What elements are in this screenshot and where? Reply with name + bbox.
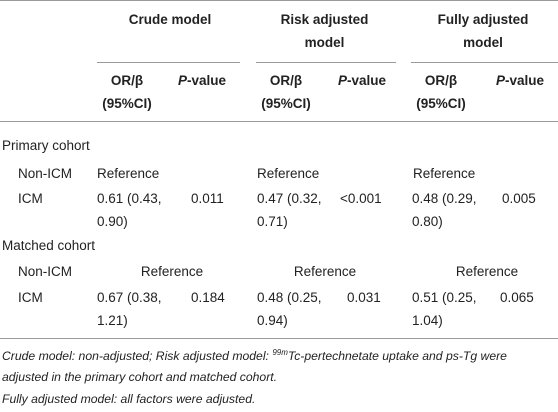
cell: 0.51 (0.25, 1.04) bbox=[412, 290, 477, 328]
cell: Reference bbox=[413, 166, 476, 181]
cell: 0.065 bbox=[500, 290, 534, 305]
row-label: Non-ICM bbox=[18, 264, 73, 279]
row-label: ICM bbox=[18, 290, 43, 305]
sub-header: OR/β bbox=[110, 73, 144, 88]
section-title: Matched cohort bbox=[2, 238, 96, 253]
cell: 0.031 bbox=[347, 290, 381, 305]
cell: Reference bbox=[293, 264, 357, 279]
section-title: Primary cohort bbox=[2, 138, 90, 153]
sub-header: P-value bbox=[178, 69, 226, 92]
cell: 0.67 (0.38, 1.21) bbox=[97, 290, 162, 328]
sub-header: (95%CI) bbox=[261, 96, 311, 111]
group-header: Crude model bbox=[128, 12, 212, 27]
cell: 0.184 bbox=[191, 290, 225, 305]
footnote: Fully adjusted model: all factors were a… bbox=[2, 392, 256, 406]
cell: Reference bbox=[257, 166, 320, 181]
cell: 0.48 (0.25, 0.94) bbox=[257, 290, 322, 328]
cell: 0.61 (0.43, 0.90) bbox=[97, 191, 162, 229]
row-label: Non-ICM bbox=[18, 166, 73, 181]
footnote-text: Crude model: non-adjusted; Risk adjusted… bbox=[2, 349, 273, 363]
sub-header: OR/β bbox=[424, 73, 458, 88]
group-header: Fully adjusted model bbox=[437, 12, 529, 50]
cell: <0.001 bbox=[340, 191, 382, 206]
bottom-rule bbox=[0, 338, 558, 339]
footnote-superscript: 99m bbox=[272, 347, 288, 357]
sub-header: OR/β bbox=[269, 73, 303, 88]
p-suffix: -value bbox=[505, 73, 545, 88]
sub-header: (95%CI) bbox=[416, 96, 466, 111]
row-label: ICM bbox=[18, 191, 43, 206]
sub-header: (95%CI) bbox=[102, 96, 152, 111]
group-header: Risk adjusted model bbox=[280, 12, 369, 50]
group-rule bbox=[256, 62, 396, 63]
cell: 0.011 bbox=[191, 191, 224, 206]
cell: 0.48 (0.29, 0.80) bbox=[412, 191, 477, 229]
header-rule bbox=[0, 121, 558, 122]
cell: 0.005 bbox=[502, 191, 536, 206]
cell: Reference bbox=[97, 166, 160, 181]
p-italic: P bbox=[496, 73, 506, 88]
group-rule bbox=[411, 62, 558, 63]
cell: Reference bbox=[140, 264, 204, 279]
footnote-text: Tc-pertechnetate uptake and ps-Tg were a… bbox=[2, 349, 507, 384]
p-suffix: -value bbox=[347, 73, 387, 88]
p-suffix: -value bbox=[187, 73, 227, 88]
footnote: Crude model: non-adjusted; Risk adjusted… bbox=[2, 346, 547, 388]
cell: 0.47 (0.32, 0.71) bbox=[257, 191, 322, 229]
group-rule bbox=[97, 62, 240, 63]
p-italic: P bbox=[178, 73, 188, 88]
top-rule bbox=[0, 0, 558, 1]
cell: Reference bbox=[455, 264, 519, 279]
sub-header: P-value bbox=[338, 69, 386, 92]
p-italic: P bbox=[338, 73, 348, 88]
sub-header: P-value bbox=[496, 69, 544, 92]
